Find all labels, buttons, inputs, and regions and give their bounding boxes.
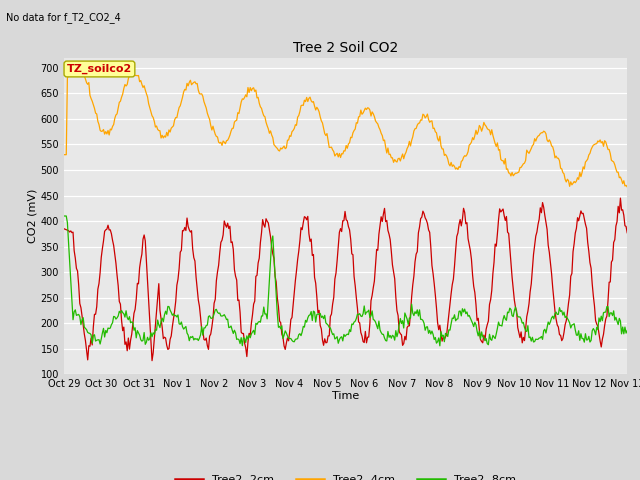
Title: Tree 2 Soil CO2: Tree 2 Soil CO2	[293, 41, 398, 55]
X-axis label: Time: Time	[332, 391, 359, 401]
Legend: Tree2 -2cm, Tree2 -4cm, Tree2 -8cm: Tree2 -2cm, Tree2 -4cm, Tree2 -8cm	[171, 470, 520, 480]
Y-axis label: CO2 (mV): CO2 (mV)	[28, 189, 38, 243]
Text: No data for f_T2_CO2_4: No data for f_T2_CO2_4	[6, 12, 121, 23]
Text: TZ_soilco2: TZ_soilco2	[67, 64, 132, 74]
